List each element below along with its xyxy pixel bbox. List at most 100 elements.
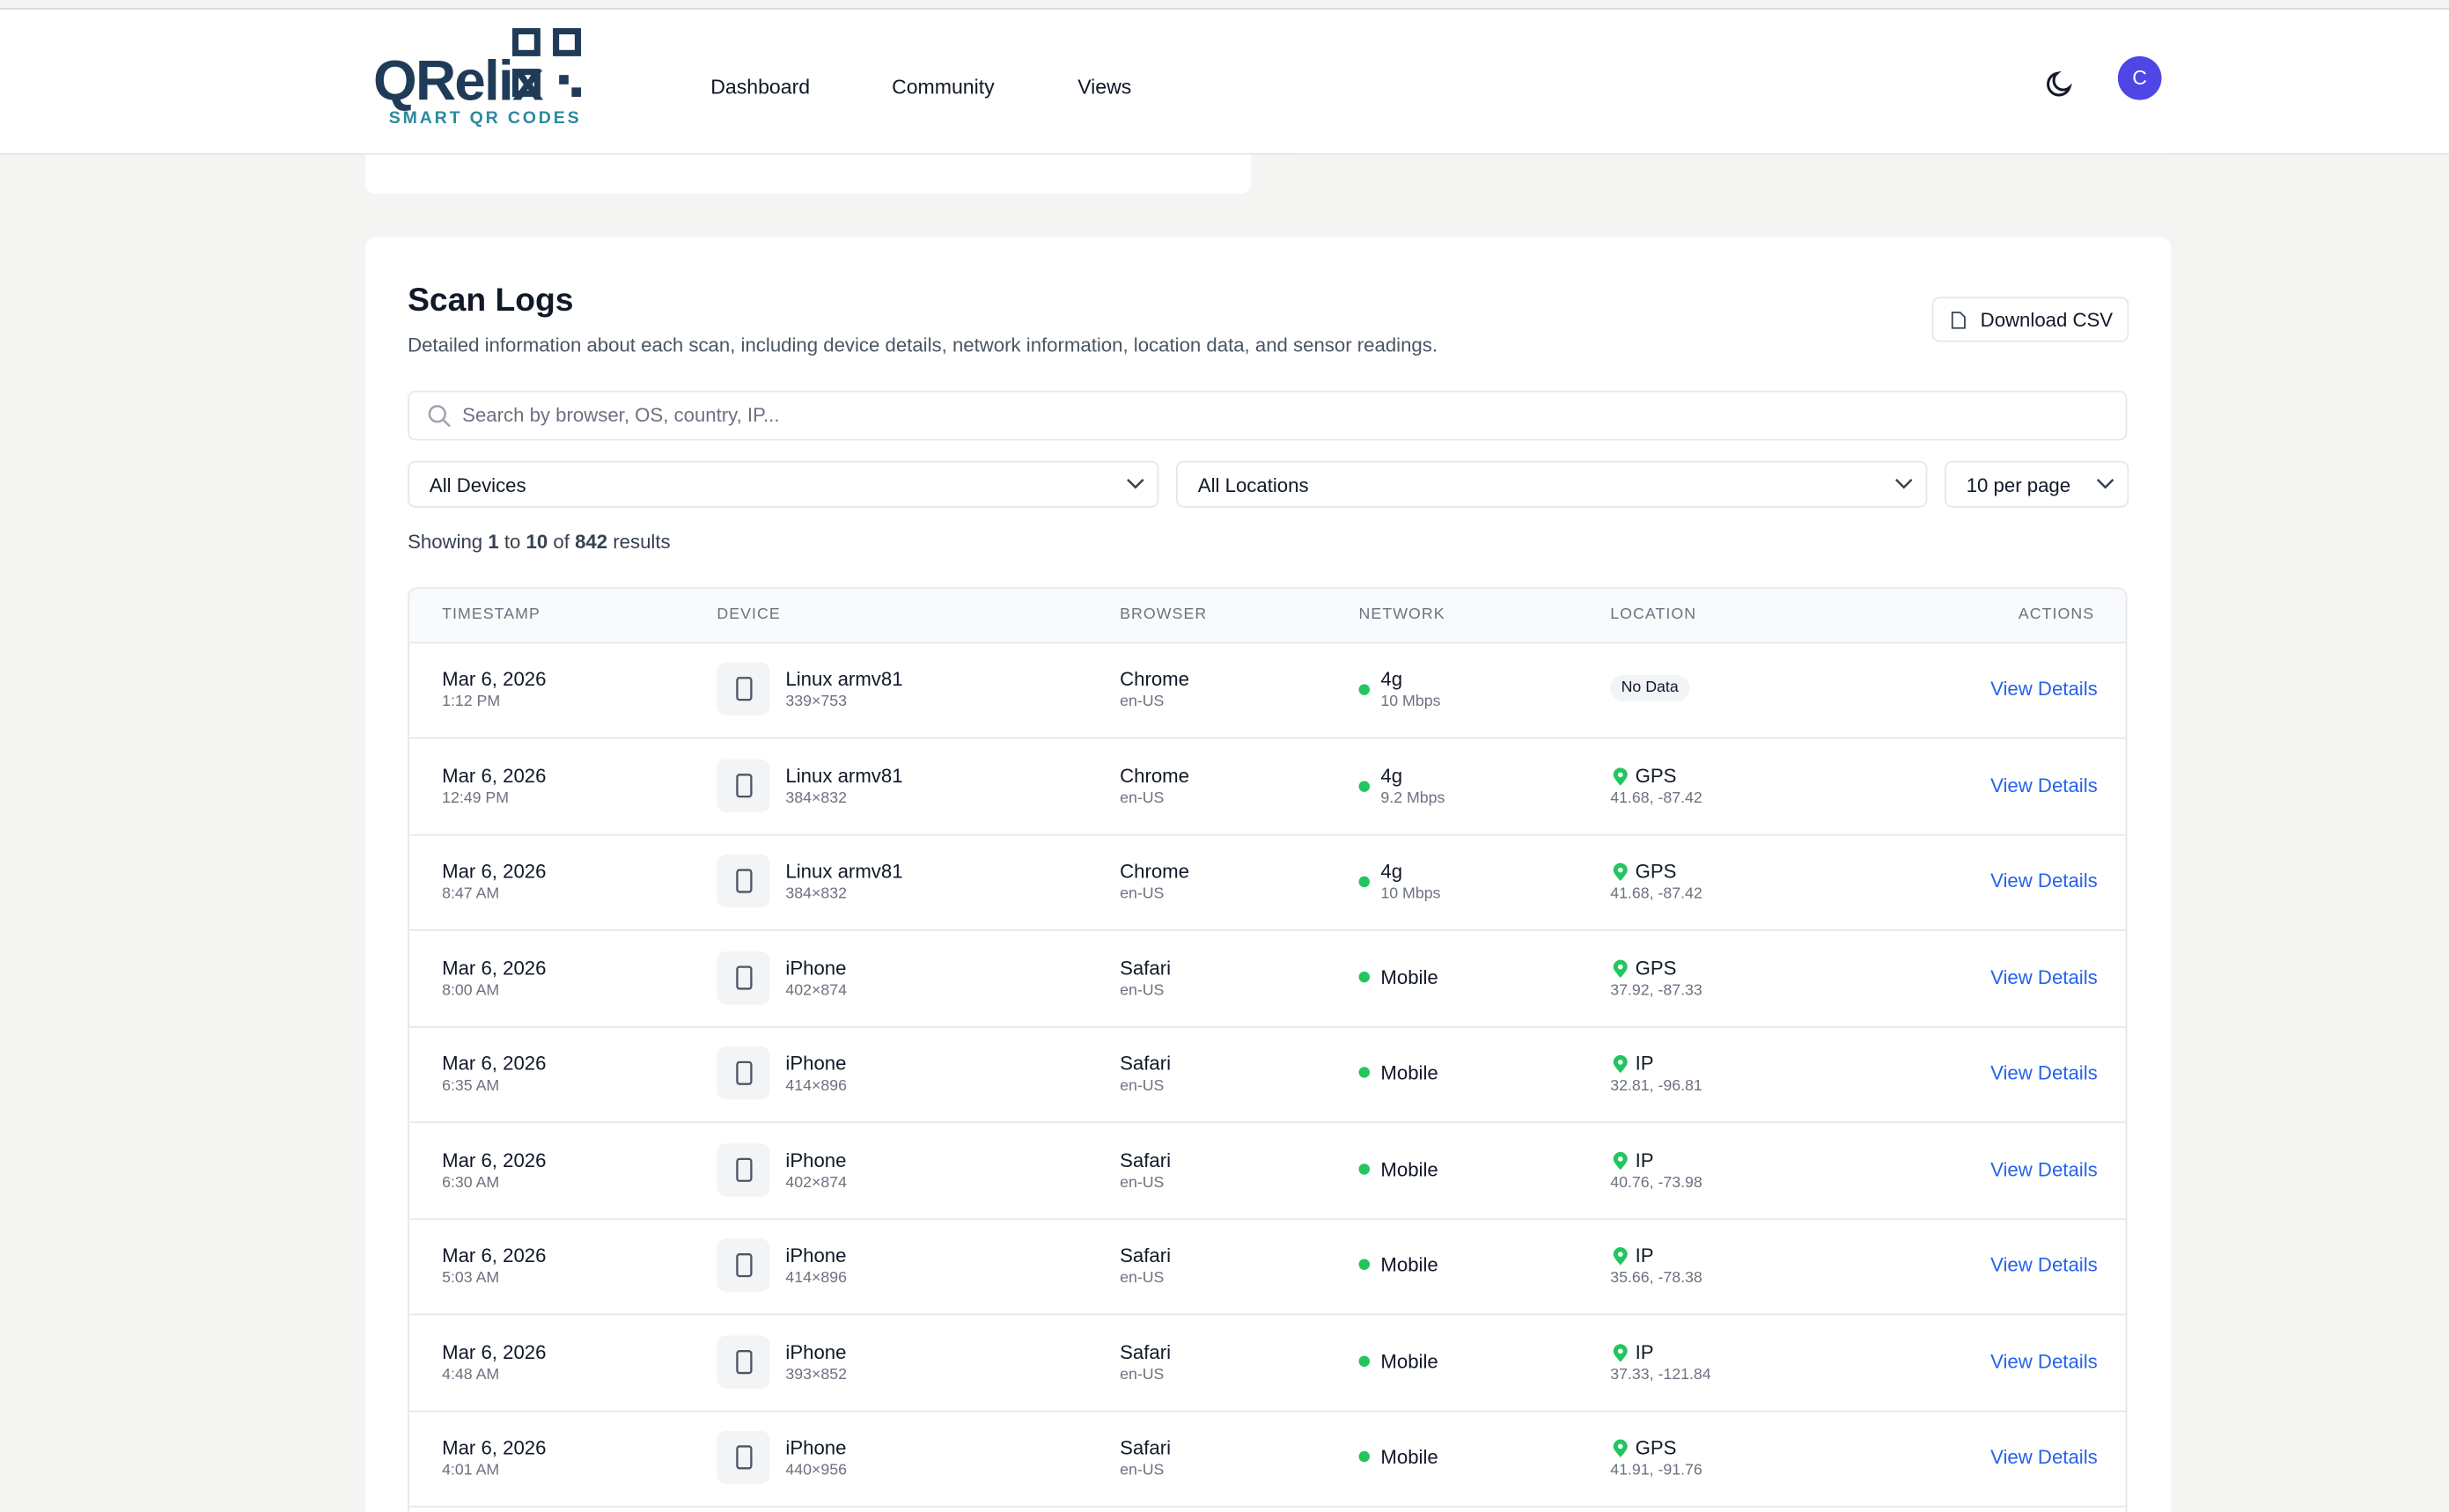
device: iPhone [785, 1053, 847, 1075]
pin-icon [1612, 767, 1629, 795]
header: QRelix SMART QR CODES Dashboard Community… [0, 7, 2449, 153]
coordinates: 32.81, -96.81 [1610, 1077, 1703, 1096]
view-details-link[interactable]: View Details [1990, 965, 2098, 988]
coordinates: 41.91, -91.76 [1610, 1462, 1703, 1479]
language: en-US [1120, 1462, 1165, 1479]
select[interactable]: 10 per page [1944, 460, 2129, 508]
pin-icon [1612, 862, 1629, 891]
time: 4:01 AM [442, 1462, 500, 1479]
text: of [553, 531, 570, 554]
device: iPhone [785, 1149, 847, 1171]
device-icon [717, 1238, 770, 1292]
table-row: Mar 6, 2026 6:30 AM iPhone 402×874 Safari en-… [408, 1122, 2126, 1220]
coordinates: 37.92, -87.33 [1610, 981, 1703, 999]
status-dot [1358, 1067, 1370, 1078]
text: to [504, 531, 521, 554]
nav-link[interactable]: Views [1077, 75, 1132, 99]
status-dot [1358, 1450, 1370, 1463]
resolution: 414×896 [785, 1077, 848, 1096]
select[interactable]: All Devices [408, 460, 1159, 508]
status-dot [1358, 971, 1370, 982]
location-source: GPS [1635, 764, 1677, 787]
browser: Safari [1120, 1340, 1172, 1363]
date: Mar 6, 2026 [442, 957, 547, 979]
table-row: Mar 6, 2026 8:47 AM Linux armv81 384×832 Chr… [408, 834, 2126, 931]
view-details-link[interactable]: View Details [1990, 1158, 2098, 1180]
column-header: NETWORK [1358, 606, 1445, 624]
table-row: Mar 6, 2026 1:12 PM Linux armv81 339×753 Chr… [408, 642, 2126, 739]
table-row: Mar 6, 2026 5:03 AM iPhone 414×896 Safari en-… [408, 1218, 2126, 1316]
device: Linux armv81 [785, 860, 903, 883]
resolution: 384×832 [785, 789, 848, 807]
logo-tagline: SMART QR CODES [388, 109, 582, 128]
language: en-US [1120, 1173, 1165, 1192]
resolution: 402×874 [785, 981, 848, 999]
table-row: Mar 6, 2026 8:00 AM iPhone 402×874 Safari en-… [408, 930, 2126, 1027]
view-details-link[interactable]: View Details [1990, 870, 2098, 892]
avatar[interactable]: C [2117, 55, 2162, 100]
language: en-US [1120, 694, 1165, 711]
network: 4g [1380, 764, 1403, 787]
table-header [408, 589, 2126, 644]
date: Mar 6, 2026 [442, 1244, 547, 1267]
device-icon [717, 1046, 770, 1100]
column-header: TIMESTAMP [442, 606, 541, 624]
language: en-US [1120, 981, 1165, 999]
time: 12:49 PM [442, 789, 510, 807]
button-label: Download CSV [1980, 309, 2114, 332]
resolution: 440×956 [785, 1462, 848, 1479]
browser: Safari [1120, 1436, 1172, 1459]
browser: Chrome [1120, 668, 1189, 691]
table-row: Mar 6, 2026 4:01 AM iPhone 440×956 Safari en-… [408, 1411, 2126, 1508]
status-dot [1358, 1163, 1370, 1174]
browser: Safari [1120, 957, 1172, 979]
view-details-link[interactable]: View Details [1990, 1061, 2098, 1084]
time: 4:48 AM [442, 1366, 500, 1384]
device-icon [717, 758, 770, 812]
column-header: LOCATION [1610, 606, 1697, 624]
status-dot [1358, 1259, 1370, 1270]
device: iPhone [785, 957, 847, 979]
chevron [1127, 478, 1144, 489]
pin-icon [1612, 1246, 1629, 1274]
text: 10 [526, 531, 548, 554]
coordinates: 35.66, -78.38 [1610, 1269, 1703, 1288]
time: 8:00 AM [442, 981, 500, 999]
nav-link[interactable]: Dashboard [710, 75, 811, 99]
location-source: GPS [1635, 860, 1677, 883]
coordinates: 41.68, -87.42 [1610, 885, 1703, 903]
pin-icon [1612, 1342, 1629, 1370]
network: Mobile [1380, 1158, 1438, 1180]
view-details-link[interactable]: View Details [1990, 774, 2098, 796]
pin-icon [1612, 958, 1629, 987]
resolution: 402×874 [785, 1173, 848, 1192]
time: 1:12 PM [442, 694, 501, 711]
date: Mar 6, 2026 [442, 668, 547, 691]
nav-link[interactable]: Community [892, 75, 995, 99]
location-source: IP [1635, 1149, 1654, 1171]
view-details-link[interactable]: View Details [1990, 678, 2098, 701]
view-details-link[interactable]: View Details [1990, 1254, 2098, 1277]
coordinates: 37.33, -121.84 [1610, 1366, 1711, 1384]
view-details-link[interactable]: View Details [1990, 1446, 2098, 1469]
table-row: Mar 6, 2026 12:49 PM Linux armv81 384×832 Ch… [408, 738, 2126, 835]
view-details-link[interactable]: View Details [1990, 1350, 2098, 1373]
column-header: DEVICE [717, 606, 781, 624]
scan-table: TIMESTAMP DEVICE BROWSER NETWORK LOCATION ACT… [408, 587, 2128, 1512]
select[interactable]: All Locations [1175, 460, 1928, 508]
speed: 10 Mbps [1380, 694, 1441, 711]
search-placeholder: Search by browser, OS, country, IP... [462, 404, 780, 427]
language: en-US [1120, 789, 1165, 807]
theme-toggle[interactable] [2043, 67, 2078, 101]
showing-text: Showing 1 to 10 of 842 results [408, 531, 671, 553]
resolution: 339×753 [785, 694, 848, 711]
date: Mar 6, 2026 [442, 1436, 547, 1459]
status-dot [1358, 684, 1370, 695]
status-dot [1358, 876, 1370, 888]
location-source: GPS [1635, 957, 1677, 979]
download-button[interactable]: Download CSV [1931, 297, 2129, 342]
text: Showing [408, 531, 483, 554]
table-row: Mar 6, 2026 4:48 AM iPhone 393×852 Safari en-… [408, 1314, 2126, 1412]
chevron [1895, 478, 1913, 489]
search-input[interactable]: Search by browser, OS, country, IP... [408, 390, 2128, 441]
